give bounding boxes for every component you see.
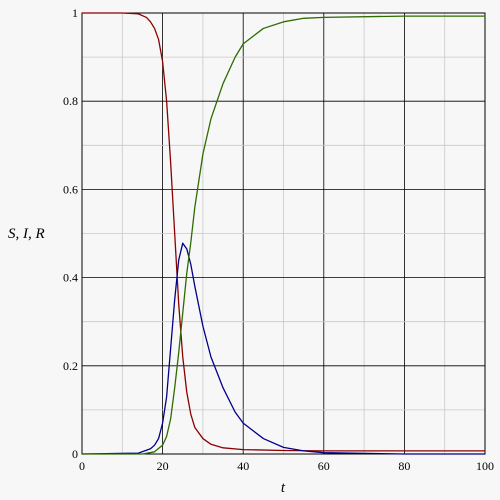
series-group	[81, 12, 486, 455]
y-tick-label: 0.8	[63, 94, 78, 108]
grid	[82, 13, 485, 454]
y-tick-label: 0.6	[63, 182, 78, 196]
y-axis-title: S, I, R	[8, 226, 45, 242]
y-tick-label: 0.4	[63, 271, 78, 285]
plot-frame	[81, 12, 486, 455]
tick-labels: 0 20 40 60 80 100 0 0.2 0.4 0.6 0.8 1	[63, 6, 494, 473]
x-axis-title: t	[281, 480, 286, 496]
x-tick-label: 20	[157, 459, 169, 473]
y-tick-label: 0.2	[63, 359, 78, 373]
x-tick-label: 60	[318, 459, 330, 473]
x-tick-label: 0	[79, 459, 85, 473]
x-tick-label: 80	[398, 459, 410, 473]
y-tick-label: 1	[72, 6, 78, 20]
series-line-2	[81, 242, 486, 455]
series-line-3	[81, 15, 486, 455]
x-tick-label: 100	[476, 459, 494, 473]
x-tick-label: 40	[237, 459, 249, 473]
y-tick-label: 0	[72, 447, 78, 461]
